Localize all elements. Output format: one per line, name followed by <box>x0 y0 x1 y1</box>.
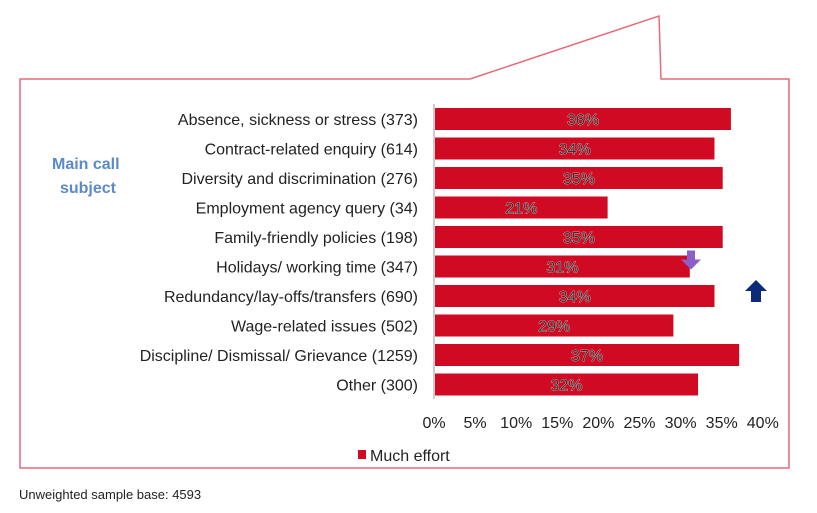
category-label: Family-friendly policies (198) <box>214 230 418 247</box>
data-label: 34% <box>559 142 591 159</box>
data-label: 21% <box>505 201 537 218</box>
category-label: Contract-related enquiry (614) <box>205 142 418 159</box>
bar <box>435 255 690 278</box>
y-axis-title: Main call subject <box>52 156 124 197</box>
legend-swatch <box>358 450 366 459</box>
bar <box>435 314 674 337</box>
category-label: Diversity and discrimination (276) <box>181 171 418 188</box>
bar <box>435 285 715 307</box>
category-label: Other (300) <box>336 378 418 395</box>
x-tick-label: 5% <box>464 415 487 432</box>
data-label: 32% <box>551 378 583 395</box>
bar <box>435 196 608 219</box>
data-label: 35% <box>563 171 595 188</box>
category-label: Discipline/ Dismissal/ Grievance (1259) <box>140 348 418 365</box>
x-tick-label: 40% <box>747 415 779 432</box>
data-label: 37% <box>571 348 603 365</box>
y-axis-title-line1: Main call <box>52 156 120 173</box>
arrow-down-icon <box>681 250 701 270</box>
category-label: Redundancy/lay-offs/transfers (690) <box>164 289 418 306</box>
category-label: Holidays/ working time (347) <box>216 260 418 277</box>
bar <box>435 226 723 248</box>
arrow-up-icon <box>745 280 767 302</box>
data-label: 36% <box>567 112 599 129</box>
x-tick-label: 0% <box>422 415 445 432</box>
y-axis-title-line2: subject <box>60 180 117 197</box>
x-tick-label: 25% <box>623 415 655 432</box>
category-label: Employment agency query (34) <box>196 201 418 218</box>
x-tick-label: 10% <box>500 415 532 432</box>
bar <box>435 167 723 189</box>
x-tick-label: 20% <box>582 415 614 432</box>
data-label: 29% <box>538 319 570 336</box>
bar <box>435 137 715 160</box>
data-label: 34% <box>559 289 591 306</box>
bar <box>435 108 731 130</box>
x-tick-label: 15% <box>541 415 573 432</box>
x-tick-label: 35% <box>706 415 738 432</box>
callout-border <box>19 14 790 469</box>
sample-base-note: Unweighted sample base: 4593 <box>19 487 202 502</box>
legend-label: Much effort <box>370 448 450 465</box>
data-label: 35% <box>563 230 595 247</box>
bar <box>435 373 699 396</box>
category-label: Wage-related issues (502) <box>231 319 418 336</box>
x-tick-label: 30% <box>665 415 697 432</box>
data-label: 31% <box>546 260 578 277</box>
category-label: Absence, sickness or stress (373) <box>178 112 418 129</box>
bar <box>435 344 740 366</box>
